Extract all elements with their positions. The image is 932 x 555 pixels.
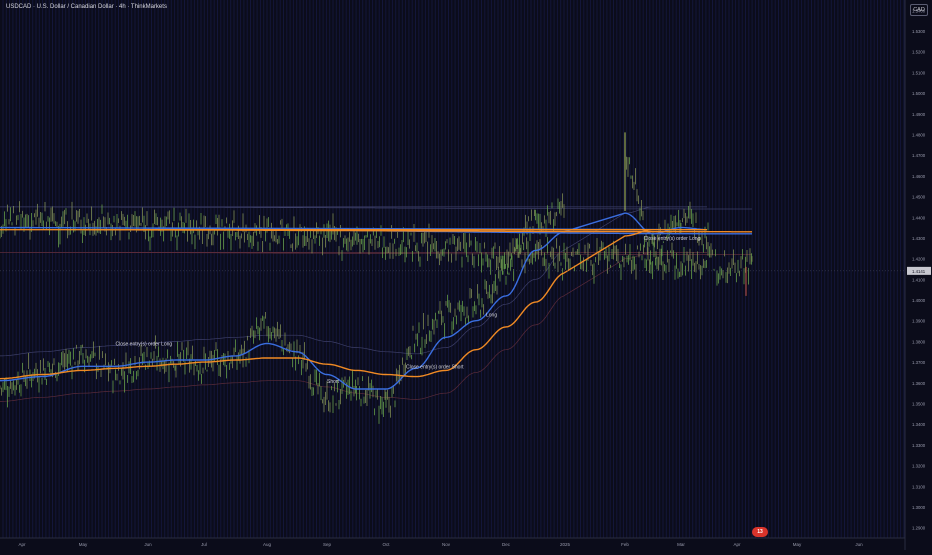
chart-title: USDCAD · U.S. Dollar / Canadian Dollar ·… [6,4,167,10]
fast-moving-average-line [0,212,752,390]
x-tick-label: Dec [502,542,511,547]
y-tick-label: 1.4300 [912,236,926,241]
y-tick-label: 1.3400 [912,422,926,427]
x-tick-label: May [79,542,88,547]
y-tick-label: 1.3800 [912,339,926,344]
y-tick-label: 1.5300 [912,29,926,34]
y-tick-label: 1.3000 [912,505,926,510]
y-tick-label: 1.3900 [912,319,926,324]
y-tick-label: 1.5100 [912,70,926,75]
tv-logo-badge[interactable]: 13 [752,527,768,537]
trade-annotation: Long [486,313,497,319]
y-tick-label: 1.4900 [912,112,926,117]
slow-moving-average-line [0,229,752,380]
x-tick-label: 2025 [560,542,571,547]
y-tick-label: 1.4400 [912,215,926,220]
y-tick-label: 1.3700 [912,360,926,365]
y-tick-label: 1.5400 [912,8,926,13]
x-tick-label: Jun [144,542,152,547]
x-tick-label: Jul [201,542,207,547]
y-tick-label: 1.4200 [912,257,926,262]
x-tick-label: Feb [621,542,629,547]
y-tick-label: 1.4800 [912,133,926,138]
x-tick-label: Oct [382,542,390,547]
y-tick-label: 1.4700 [912,153,926,158]
y-tick-label: 1.2900 [912,526,926,531]
x-tick-label: Nov [442,542,451,547]
y-tick-label: 1.4500 [912,195,926,200]
y-tick-label: 1.3600 [912,381,926,386]
x-tick-label: Aug [263,542,272,547]
envelope-lower-band [0,252,752,402]
y-tick-label: 1.3200 [912,464,926,469]
current-price-tag [907,266,931,275]
x-tick-label: Jun [855,542,863,547]
y-tick-label: 1.3300 [912,443,926,448]
trade-annotation: Short [327,379,340,385]
x-tick-label: Apr [18,542,26,547]
y-tick-label: 1.4000 [912,298,926,303]
y-tick-label: 1.3500 [912,402,926,407]
y-tick-label: 1.5000 [912,91,926,96]
y-tick-label: 1.4600 [912,174,926,179]
trade-annotation: Close entry(s) order Long [116,342,173,348]
trade-annotation: Close entry(s) order Long [644,236,701,242]
x-tick-label: Sep [323,542,332,547]
currency-badge[interactable]: CAD [910,4,928,16]
y-tick-label: 1.5200 [912,50,926,55]
x-tick-label: Mar [677,542,685,547]
x-tick-label: Apr [733,542,741,547]
y-tick-label: 1.3100 [912,484,926,489]
x-tick-label: May [793,542,802,547]
envelope-upper-band [0,206,752,357]
y-tick-label: 1.4100 [912,277,926,282]
current-price-label: 1.4141 [912,269,926,274]
trade-annotation: Close entry(s) order Short [406,364,464,370]
